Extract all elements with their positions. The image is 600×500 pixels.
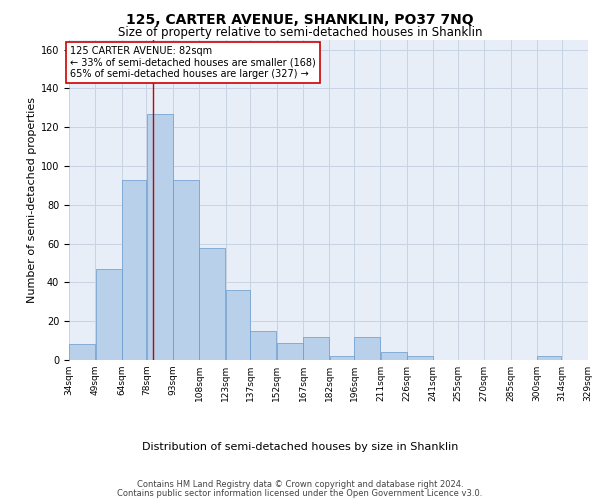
Bar <box>122 180 146 360</box>
Bar <box>173 180 199 360</box>
Bar <box>199 248 226 360</box>
Bar <box>226 290 250 360</box>
Text: 125, CARTER AVENUE, SHANKLIN, PO37 7NQ: 125, CARTER AVENUE, SHANKLIN, PO37 7NQ <box>126 12 474 26</box>
Text: Contains public sector information licensed under the Open Government Licence v3: Contains public sector information licen… <box>118 489 482 498</box>
Text: Size of property relative to semi-detached houses in Shanklin: Size of property relative to semi-detach… <box>118 26 482 39</box>
Bar <box>329 356 354 360</box>
Bar <box>146 114 173 360</box>
Bar <box>380 352 407 360</box>
Text: Contains HM Land Registry data © Crown copyright and database right 2024.: Contains HM Land Registry data © Crown c… <box>137 480 463 489</box>
Bar <box>354 336 380 360</box>
Bar <box>407 356 433 360</box>
Bar <box>250 331 277 360</box>
Bar <box>537 356 562 360</box>
Bar <box>303 336 329 360</box>
Text: 125 CARTER AVENUE: 82sqm
← 33% of semi-detached houses are smaller (168)
65% of : 125 CARTER AVENUE: 82sqm ← 33% of semi-d… <box>70 46 316 79</box>
Y-axis label: Number of semi-detached properties: Number of semi-detached properties <box>26 97 37 303</box>
Bar <box>277 342 303 360</box>
Bar <box>69 344 95 360</box>
Text: Distribution of semi-detached houses by size in Shanklin: Distribution of semi-detached houses by … <box>142 442 458 452</box>
Bar <box>95 269 122 360</box>
